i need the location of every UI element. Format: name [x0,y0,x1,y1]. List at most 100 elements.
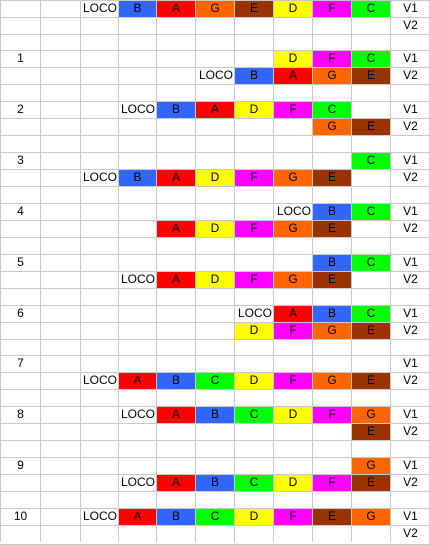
grid-cell[interactable] [80,186,118,203]
grid-cell[interactable] [80,389,118,406]
grid-cell[interactable] [195,525,234,542]
grid-cell[interactable] [390,34,430,50]
grid-cell[interactable] [0,186,40,203]
grid-cell[interactable] [234,84,273,101]
grid-cell[interactable] [118,220,156,237]
grid-cell[interactable] [118,288,156,305]
wagon-cell-b[interactable]: B [156,101,195,118]
wagon-cell-a[interactable]: A [273,305,312,322]
track-label-cell[interactable]: V2 [390,169,430,186]
grid-cell[interactable] [118,17,156,34]
wagon-cell-b[interactable]: B [312,305,351,322]
grid-cell[interactable] [312,339,351,355]
grid-cell[interactable] [40,101,80,118]
wagon-cell-a[interactable]: A [195,101,234,118]
grid-cell[interactable] [40,271,80,288]
grid-cell[interactable] [80,84,118,101]
grid-cell[interactable] [80,355,118,372]
grid-cell[interactable] [273,339,312,355]
grid-cell[interactable] [156,525,195,542]
wagon-cell-f[interactable]: F [234,220,273,237]
track-label-cell[interactable]: V2 [390,372,430,389]
track-label-cell[interactable]: V2 [390,220,430,237]
step-number-cell[interactable]: 10 [0,508,40,525]
wagon-cell-d[interactable]: D [195,220,234,237]
wagon-cell-b[interactable]: B [118,169,156,186]
track-label-cell[interactable]: V1 [390,457,430,474]
grid-cell[interactable] [351,491,390,508]
grid-cell[interactable] [40,372,80,389]
track-label-cell[interactable]: V1 [390,203,430,220]
grid-cell[interactable] [0,135,40,152]
grid-cell[interactable] [0,440,40,457]
grid-cell[interactable] [273,84,312,101]
step-number-cell[interactable]: 6 [0,305,40,322]
track-label-cell[interactable]: V2 [390,17,430,34]
wagon-cell-b[interactable]: B [234,67,273,84]
wagon-cell-f[interactable]: F [312,50,351,67]
grid-cell[interactable] [156,237,195,254]
grid-cell[interactable] [0,372,40,389]
grid-cell[interactable] [312,17,351,34]
wagon-cell-a[interactable]: A [156,0,195,17]
grid-cell[interactable] [118,118,156,135]
grid-cell[interactable] [351,17,390,34]
loco-cell[interactable]: LOCO [195,67,234,84]
grid-cell[interactable] [351,389,390,406]
wagon-cell-g[interactable]: G [351,457,390,474]
wagon-cell-d[interactable]: D [234,508,273,525]
wagon-cell-d[interactable]: D [273,0,312,17]
grid-cell[interactable] [273,288,312,305]
grid-cell[interactable] [390,237,430,254]
track-label-cell[interactable]: V1 [390,0,430,17]
grid-cell[interactable] [390,339,430,355]
wagon-cell-f[interactable]: F [312,474,351,491]
loco-cell[interactable]: LOCO [118,474,156,491]
grid-cell[interactable] [234,34,273,50]
grid-cell[interactable] [195,118,234,135]
grid-cell[interactable] [118,389,156,406]
grid-cell[interactable] [40,525,80,542]
grid-cell[interactable] [40,50,80,67]
grid-cell[interactable] [195,457,234,474]
track-label-cell[interactable]: V1 [390,152,430,169]
wagon-cell-e[interactable]: E [234,0,273,17]
grid-cell[interactable] [351,525,390,542]
wagon-cell-d[interactable]: D [195,271,234,288]
grid-cell[interactable] [312,389,351,406]
grid-cell[interactable] [156,186,195,203]
wagon-cell-e[interactable]: E [312,271,351,288]
grid-cell[interactable] [234,525,273,542]
grid-cell[interactable] [40,508,80,525]
grid-cell[interactable] [351,186,390,203]
wagon-cell-f[interactable]: F [312,0,351,17]
wagon-cell-b[interactable]: B [156,508,195,525]
wagon-cell-c[interactable]: C [351,152,390,169]
grid-cell[interactable] [0,17,40,34]
wagon-cell-f[interactable]: F [234,271,273,288]
wagon-cell-c[interactable]: C [312,101,351,118]
grid-cell[interactable] [195,237,234,254]
loco-cell[interactable]: LOCO [80,372,118,389]
grid-cell[interactable] [234,339,273,355]
grid-cell[interactable] [351,440,390,457]
grid-cell[interactable] [40,440,80,457]
grid-cell[interactable] [0,389,40,406]
grid-cell[interactable] [234,288,273,305]
wagon-cell-d[interactable]: D [273,474,312,491]
wagon-cell-f[interactable]: F [312,406,351,423]
wagon-cell-c[interactable]: C [234,406,273,423]
grid-cell[interactable] [40,169,80,186]
track-label-cell[interactable]: V2 [390,525,430,542]
wagon-cell-b[interactable]: B [195,474,234,491]
wagon-cell-e[interactable]: E [312,220,351,237]
step-number-cell[interactable]: 4 [0,203,40,220]
wagon-cell-e[interactable]: E [312,508,351,525]
step-number-cell[interactable]: 7 [0,355,40,372]
grid-cell[interactable] [234,355,273,372]
grid-cell[interactable] [234,50,273,67]
grid-cell[interactable] [195,84,234,101]
grid-cell[interactable] [0,339,40,355]
grid-cell[interactable] [234,389,273,406]
wagon-cell-c[interactable]: C [351,305,390,322]
